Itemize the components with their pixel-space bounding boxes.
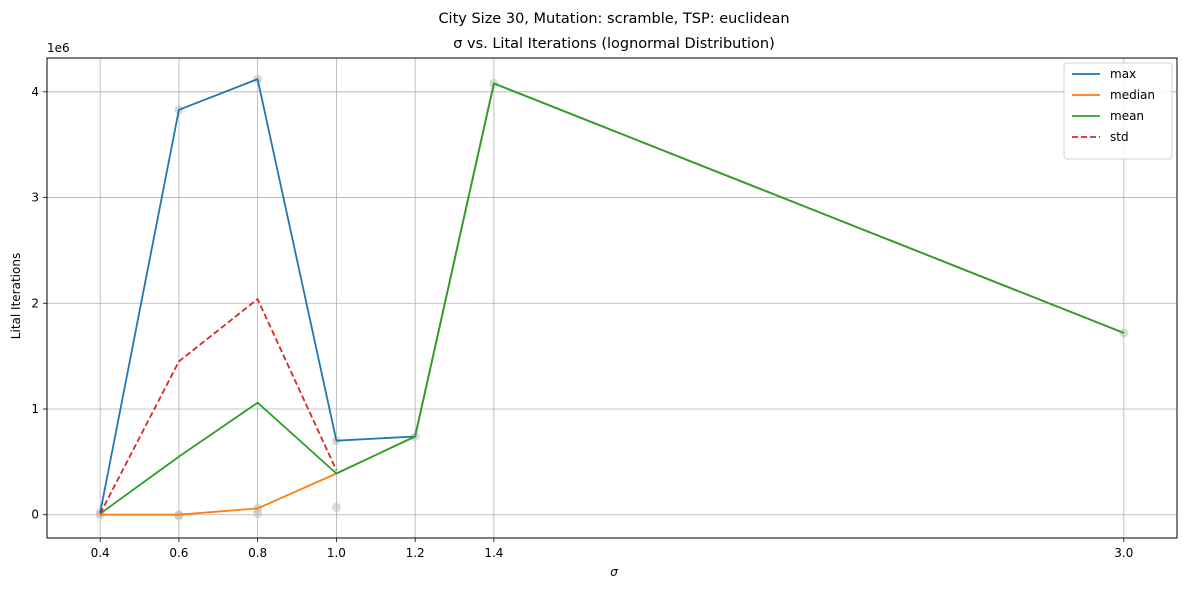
legend-box: [1063, 62, 1173, 160]
legend-label-mean: mean: [1110, 109, 1144, 123]
series-line-median: [100, 82, 1125, 516]
x-tick-label: 0.6: [169, 546, 188, 560]
y-tick-label: 3: [31, 191, 39, 205]
x-tick-label: 0.8: [248, 546, 267, 560]
scatter-point: [174, 511, 184, 521]
scatter-point: [331, 502, 341, 512]
series-line-mean: [99, 82, 1125, 515]
scatter-point: [1119, 328, 1129, 338]
series-line-max: [99, 78, 1125, 513]
legend-label-max: max: [1110, 67, 1136, 81]
y-tick-label: 4: [31, 85, 39, 99]
x-tick-label: 1.0: [327, 546, 346, 560]
legend-label-std: std: [1110, 130, 1129, 144]
y-axis-offset-label: 1e6: [47, 41, 70, 55]
y-tick-label: 0: [31, 508, 39, 522]
x-tick-label: 1.2: [406, 546, 425, 560]
x-axis-label: σ: [610, 565, 618, 579]
legend: max median mean std: [1063, 62, 1173, 160]
y-tick-label: 2: [31, 296, 39, 310]
x-tick-label: 3.0: [1114, 546, 1133, 560]
axis-ticks: 0.4 0.6 0.8 1.0 1.2 1.4 3.0 0 1 2 3 4: [31, 85, 1133, 560]
x-tick-label: 0.4: [91, 546, 110, 560]
scatter-points: [95, 74, 1129, 521]
chart-title: City Size 30, Mutation: scramble, TSP: e…: [438, 11, 789, 27]
plot-frame: [46, 57, 1178, 539]
y-tick-label: 1: [31, 402, 39, 416]
scatter-point: [253, 509, 263, 519]
grid-lines: [47, 58, 1177, 538]
series-line-std: [99, 298, 338, 515]
x-tick-label: 1.4: [484, 546, 503, 560]
series-lines: [99, 78, 1125, 516]
y-axis-label: Lital Iterations: [9, 253, 23, 339]
legend-label-median: median: [1110, 88, 1155, 102]
chart-subtitle: σ vs. Lital Iterations (lognormal Distri…: [453, 36, 775, 52]
